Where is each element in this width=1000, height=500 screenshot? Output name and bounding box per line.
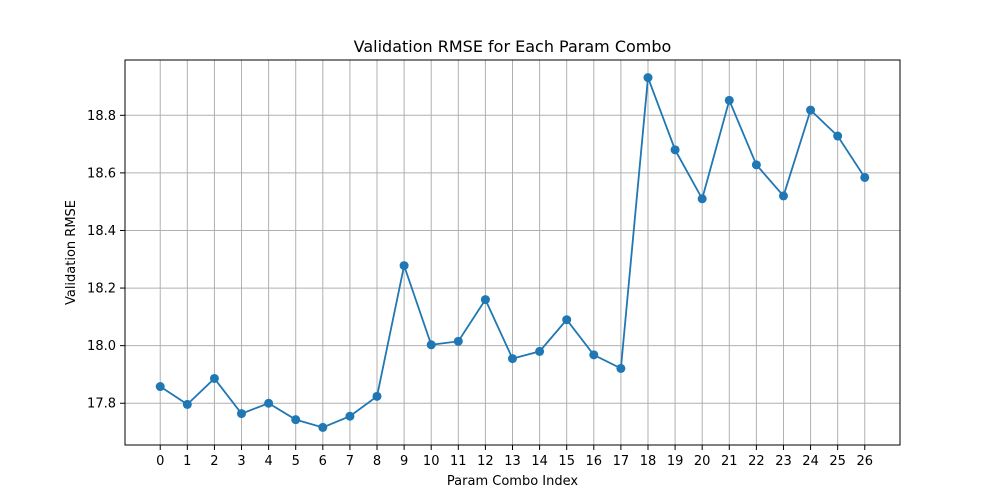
data-point <box>453 336 463 346</box>
x-tick-label: 22 <box>748 454 765 469</box>
data-point <box>399 261 409 271</box>
data-point <box>182 399 192 409</box>
data-point <box>155 382 165 392</box>
y-tick-label: 18.8 <box>87 109 116 124</box>
x-tick-label: 19 <box>667 454 684 469</box>
data-point <box>860 172 870 182</box>
x-tick-label: 26 <box>856 454 873 469</box>
data-point <box>724 95 734 105</box>
x-tick-label: 10 <box>423 454 440 469</box>
x-tick-label: 18 <box>640 454 657 469</box>
data-point <box>778 191 788 201</box>
x-tick-label: 12 <box>477 454 494 469</box>
x-tick-label: 6 <box>319 454 327 469</box>
x-tick-label: 14 <box>531 454 548 469</box>
data-point <box>318 422 328 432</box>
data-point <box>589 350 599 360</box>
grid <box>125 60 900 445</box>
y-axis-ticks: 17.8 18.0 18.2 18.4 18.6 18.8 <box>87 109 125 412</box>
y-tick-label: 18.4 <box>87 224 116 239</box>
x-tick-label: 23 <box>775 454 792 469</box>
x-tick-label: 17 <box>613 454 630 469</box>
x-tick-label: 2 <box>210 454 218 469</box>
data-point <box>697 194 707 204</box>
data-point <box>751 160 761 170</box>
y-tick-label: 18.2 <box>87 282 116 297</box>
data-point <box>291 415 301 425</box>
y-tick-label: 18.0 <box>87 339 116 354</box>
x-tick-label: 21 <box>721 454 738 469</box>
y-tick-label: 17.8 <box>87 397 116 412</box>
data-point <box>237 409 247 419</box>
x-tick-label: 9 <box>400 454 408 469</box>
data-point <box>833 131 843 141</box>
data-point <box>209 373 219 383</box>
data-point <box>616 363 626 373</box>
y-tick-label: 18.6 <box>87 166 116 181</box>
x-tick-label: 15 <box>558 454 575 469</box>
data-point <box>670 145 680 155</box>
data-point <box>480 295 490 305</box>
x-tick-label: 7 <box>346 454 354 469</box>
x-tick-label: 5 <box>292 454 300 469</box>
data-points <box>155 73 870 432</box>
data-point <box>345 411 355 421</box>
x-tick-label: 11 <box>450 454 467 469</box>
x-axis-label: Param Combo Index <box>447 474 578 489</box>
data-point <box>372 391 382 401</box>
data-point <box>643 73 653 83</box>
x-tick-label: 20 <box>694 454 711 469</box>
x-tick-label: 0 <box>156 454 164 469</box>
data-point <box>535 346 545 356</box>
x-tick-label: 25 <box>829 454 846 469</box>
y-axis-label: Validation RMSE <box>64 200 79 305</box>
data-point <box>806 105 816 115</box>
x-tick-label: 4 <box>264 454 272 469</box>
data-point <box>508 354 517 364</box>
chart-title: Validation RMSE for Each Param Combo <box>354 37 672 56</box>
x-tick-label: 8 <box>373 454 381 469</box>
x-tick-label: 16 <box>586 454 603 469</box>
x-tick-label: 1 <box>183 454 191 469</box>
x-tick-label: 13 <box>504 454 521 469</box>
x-tick-label: 24 <box>802 454 819 469</box>
x-tick-label: 3 <box>237 454 245 469</box>
plot-frame <box>124 59 901 446</box>
x-axis-ticks: 0 1 2 3 4 5 6 7 8 9 10 11 12 13 14 15 16 17 18 19 20 21 22 23 24… <box>156 445 873 469</box>
data-point <box>562 315 572 325</box>
data-point <box>426 340 436 350</box>
data-point <box>264 398 274 408</box>
